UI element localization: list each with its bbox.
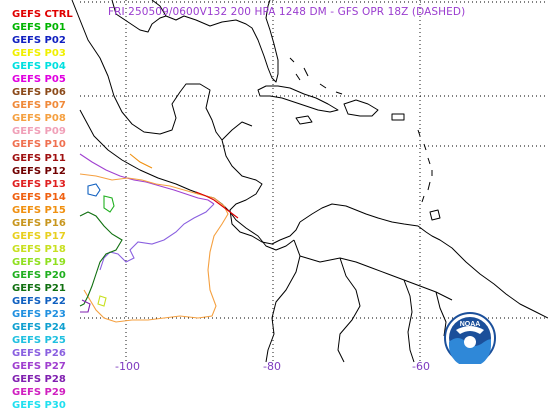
graticule <box>80 0 548 362</box>
legend-item-gefs-p19: GEFS P19 <box>12 256 66 268</box>
legend-item-gefs-p28: GEFS P28 <box>12 374 66 386</box>
contour-gefs-p21 <box>79 211 123 307</box>
legend-item-gefs-p10: GEFS P10 <box>12 139 66 151</box>
contour-gefs-p26 <box>99 203 215 271</box>
legend-item-gefs-p11: GEFS P11 <box>12 152 66 164</box>
legend-item-gefs-p20: GEFS P20 <box>12 269 66 281</box>
island-puerto-rico <box>391 113 405 121</box>
lon-label-60w: -60 <box>412 360 430 373</box>
coastline-us-texas <box>151 0 167 17</box>
legend-item-gefs-p30: GEFS P30 <box>12 400 66 412</box>
coastline-mexico-pacific <box>79 109 215 199</box>
contour-gefs-p15-line <box>129 153 153 169</box>
legend-item-gefs-p27: GEFS P27 <box>12 361 66 373</box>
legend-item-gefs-p05: GEFS P05 <box>12 74 66 86</box>
legend-item-gefs-p25: GEFS P25 <box>12 335 66 347</box>
legend-item-gefs-p08: GEFS P08 <box>12 113 66 125</box>
contour-gefs-p24-loop <box>87 183 101 197</box>
legend-item-gefs-p09: GEFS P09 <box>12 126 66 138</box>
legend-item-gefs-p21: GEFS P21 <box>12 282 66 294</box>
legend-item-gefs-p26: GEFS P26 <box>12 348 66 360</box>
coastline-yucatan <box>221 121 253 141</box>
ensemble-contours <box>79 153 239 323</box>
legend-item-gefs-p29: GEFS P29 <box>12 387 66 399</box>
contour-gefs-ctrl-line <box>195 191 239 219</box>
legend-item-gefs-p18: GEFS P18 <box>12 243 66 255</box>
border-south-america-1 <box>265 239 301 363</box>
coastline-central-america <box>221 139 301 245</box>
noaa-logo: NOAA <box>444 312 496 364</box>
legend-item-gefs-p12: GEFS P12 <box>12 165 66 177</box>
coastlines <box>71 0 548 363</box>
coastline-us-south <box>165 0 279 83</box>
legend-item-gefs-p01: GEFS P01 <box>12 22 66 34</box>
legend-item-gefs-p04: GEFS P04 <box>12 61 66 73</box>
border-south-america-2 <box>299 255 453 301</box>
contour-gefs-p28-loop <box>80 299 91 313</box>
legend-item-gefs-p22: GEFS P22 <box>12 296 66 308</box>
legend-item-gefs-p02: GEFS P02 <box>12 35 66 47</box>
legend-item-gefs-p24: GEFS P24 <box>12 322 66 334</box>
islands-lesser-antilles <box>417 129 433 203</box>
legend-item-gefs-p13: GEFS P13 <box>12 178 66 190</box>
chart-title: FRI 250509/0600V132 200 HPA 1248 DM - GF… <box>108 6 466 18</box>
islands-bahamas <box>289 57 343 95</box>
ensemble-legend: GEFS CTRL GEFS P01 GEFS P02 GEFS P03 GEFS P0… <box>12 8 73 412</box>
legend-item-gefs-p15: GEFS P15 <box>12 204 66 216</box>
border-south-america-4 <box>403 279 415 363</box>
noaa-logo-text: NOAA <box>460 321 481 328</box>
coastline-south-america-north <box>299 203 548 319</box>
coastline-gulf-north <box>111 0 167 33</box>
lon-label-100w: -100 <box>115 360 140 373</box>
contour-gefs-p27 <box>79 153 215 205</box>
legend-item-gefs-p16: GEFS P16 <box>12 217 66 229</box>
legend-item-gefs-p07: GEFS P07 <box>12 100 66 112</box>
border-south-america-3 <box>337 257 361 363</box>
contour-gefs-p18-loop <box>97 295 107 307</box>
lon-label-80w: -80 <box>263 360 281 373</box>
coastline-mexico-gulf <box>71 0 223 141</box>
legend-item-gefs-ctrl: GEFS CTRL <box>12 9 73 20</box>
legend-item-gefs-p17: GEFS P17 <box>12 230 66 242</box>
coastline-central-america-pacific <box>213 197 295 251</box>
legend-item-gefs-p23: GEFS P23 <box>12 309 66 321</box>
contour-gefs-p08 <box>79 173 229 323</box>
island-trinidad <box>429 209 441 221</box>
legend-item-gefs-p06: GEFS P06 <box>12 87 66 99</box>
legend-item-gefs-p14: GEFS P14 <box>12 191 66 203</box>
island-jamaica <box>295 115 313 125</box>
legend-item-gefs-p03: GEFS P03 <box>12 48 66 60</box>
border-south-america-5 <box>435 291 447 337</box>
island-cuba <box>257 85 339 113</box>
contour-gefs-p20-loop <box>103 195 115 213</box>
island-hispaniola <box>343 99 379 117</box>
